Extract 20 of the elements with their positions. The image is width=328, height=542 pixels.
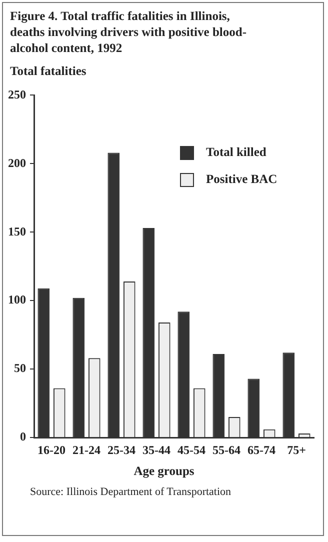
source-note: Source: Illinois Department of Transportation [30, 486, 232, 498]
y-tick-label: 0 [20, 430, 26, 444]
x-tick-label: 16-20 [38, 442, 66, 457]
legend-label: Positive BAC [206, 172, 278, 187]
x-tick-label: 45-54 [178, 442, 206, 457]
y-tick-label: 200 [8, 156, 26, 170]
chart-title: Figure 4. Total traffic fatalities in Illinois, deaths involving drivers with positive blood-alcohol content, 1992 [10, 8, 248, 56]
y-tick-label: 150 [8, 224, 26, 238]
x-tick-label: 25-34 [108, 442, 136, 457]
y-tick-label: 250 [8, 87, 26, 102]
x-axis-title: Age groups [132, 464, 196, 479]
y-tick-label: 50 [14, 361, 26, 376]
legend-label: Total killed [206, 145, 266, 160]
x-tick-label: 55-64 [212, 442, 240, 457]
y-axis-title: Total fatalities [10, 64, 86, 79]
x-tick-label: 65-74 [248, 442, 276, 457]
x-tick-label: 35-44 [142, 442, 170, 457]
x-tick-label: 21-24 [72, 442, 100, 457]
x-tick-label: 75+ [287, 442, 306, 457]
y-tick-label: 100 [8, 292, 26, 307]
